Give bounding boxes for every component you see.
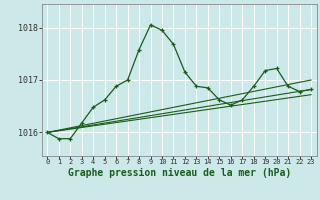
X-axis label: Graphe pression niveau de la mer (hPa): Graphe pression niveau de la mer (hPa) [68, 168, 291, 178]
